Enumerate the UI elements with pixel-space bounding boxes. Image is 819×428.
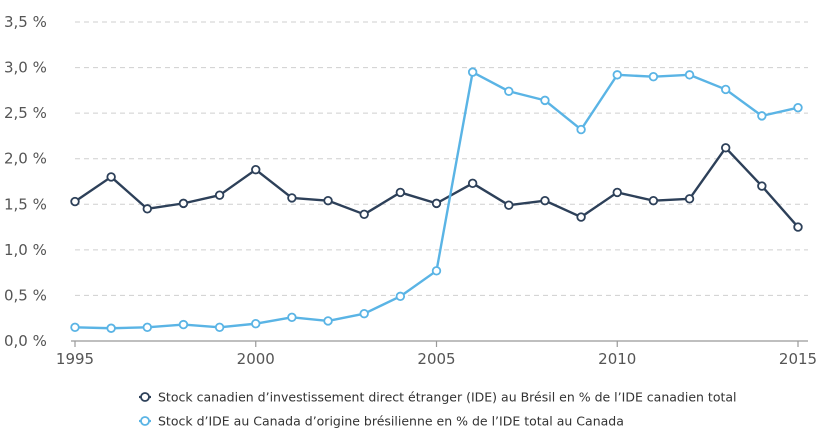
y-tick-label: 3,0 % [4, 59, 47, 77]
y-tick-label: 2,5 % [4, 104, 47, 122]
legend-marker-swatch [140, 392, 150, 402]
series-2-point[interactable] [70, 322, 80, 333]
y-tick-label: 0,5 % [4, 286, 47, 304]
series-1 [70, 143, 803, 232]
series-2-point[interactable] [395, 291, 406, 302]
y-tick-label: 3,5 % [4, 13, 47, 31]
series-2-point[interactable] [359, 308, 369, 319]
series-1-point[interactable] [323, 195, 333, 206]
series-1-point[interactable] [721, 143, 731, 153]
series-1-point[interactable] [359, 209, 369, 220]
series-2-point[interactable] [576, 124, 586, 135]
legend-marker-swatch [140, 416, 150, 426]
series-2 [70, 67, 803, 333]
series-1-point[interactable] [757, 181, 767, 191]
series-2-point[interactable] [684, 70, 695, 80]
series-2-point[interactable] [793, 102, 803, 113]
series-1-point[interactable] [395, 187, 406, 198]
legend-label: Stock d’IDE au Canada d’origine brésilie… [158, 414, 624, 428]
legend: Stock canadien d’investissement direct é… [139, 390, 737, 428]
series-1-point[interactable] [793, 222, 803, 232]
x-tick-label: 2000 [237, 350, 275, 368]
series-1-point[interactable] [214, 190, 225, 200]
y-axis-ticks: 0,0 % 0,5 % 1,0 % 1,5 % 2,0 % 2,5 % 3,0 % 3,5 % [4, 13, 47, 350]
series-2-point[interactable] [721, 84, 731, 95]
legend-label: Stock canadien d’investissement direct é… [158, 390, 737, 405]
y-tick-label: 0,0 % [4, 332, 47, 350]
series-2-point[interactable] [106, 323, 116, 333]
legend-item-2[interactable]: Stock d’IDE au Canada d’origine brésilie… [139, 414, 624, 428]
y-tick-label: 2,0 % [4, 150, 47, 168]
series-1-point[interactable] [648, 195, 659, 206]
series-1-point[interactable] [431, 198, 442, 209]
series-1-point[interactable] [576, 212, 586, 222]
series-2-point[interactable] [142, 322, 152, 333]
series-2-point[interactable] [540, 95, 550, 106]
series-1-point[interactable] [178, 198, 189, 209]
series-lines [70, 67, 803, 333]
series-1-point[interactable] [504, 200, 514, 210]
series-2-point[interactable] [504, 86, 514, 96]
y-tick-label: 1,5 % [4, 195, 47, 213]
x-tick-label: 2010 [598, 350, 636, 368]
series-2-point[interactable] [757, 111, 767, 121]
series-1-point[interactable] [70, 196, 80, 207]
series-2-point[interactable] [287, 312, 297, 323]
series-2-point[interactable] [214, 322, 225, 333]
series-2-point[interactable] [178, 319, 189, 330]
x-axis-ticks: 1995 2000 2005 2010 2015 [56, 341, 817, 368]
series-2-point[interactable] [251, 318, 261, 329]
series-1-point[interactable] [251, 164, 261, 175]
series-1-point[interactable] [142, 204, 152, 214]
y-tick-label: 1,0 % [4, 241, 47, 259]
series-1-line [74, 146, 799, 228]
series-2-point[interactable] [612, 70, 622, 80]
series-1-point[interactable] [612, 187, 622, 198]
series-1-point[interactable] [106, 172, 116, 182]
series-1-point[interactable] [287, 193, 297, 203]
series-2-point[interactable] [323, 316, 333, 326]
x-tick-label: 2005 [417, 350, 455, 368]
grid-lines [75, 21, 808, 296]
series-2-point[interactable] [467, 67, 478, 77]
series-2-point[interactable] [431, 266, 442, 276]
x-tick-label: 2015 [779, 350, 817, 368]
series-1-point[interactable] [684, 194, 695, 204]
legend-item-1[interactable]: Stock canadien d’investissement direct é… [139, 390, 737, 405]
series-1-point[interactable] [467, 178, 478, 189]
series-1-point[interactable] [540, 195, 550, 206]
x-tick-label: 1995 [56, 350, 94, 368]
series-2-point[interactable] [648, 71, 659, 82]
